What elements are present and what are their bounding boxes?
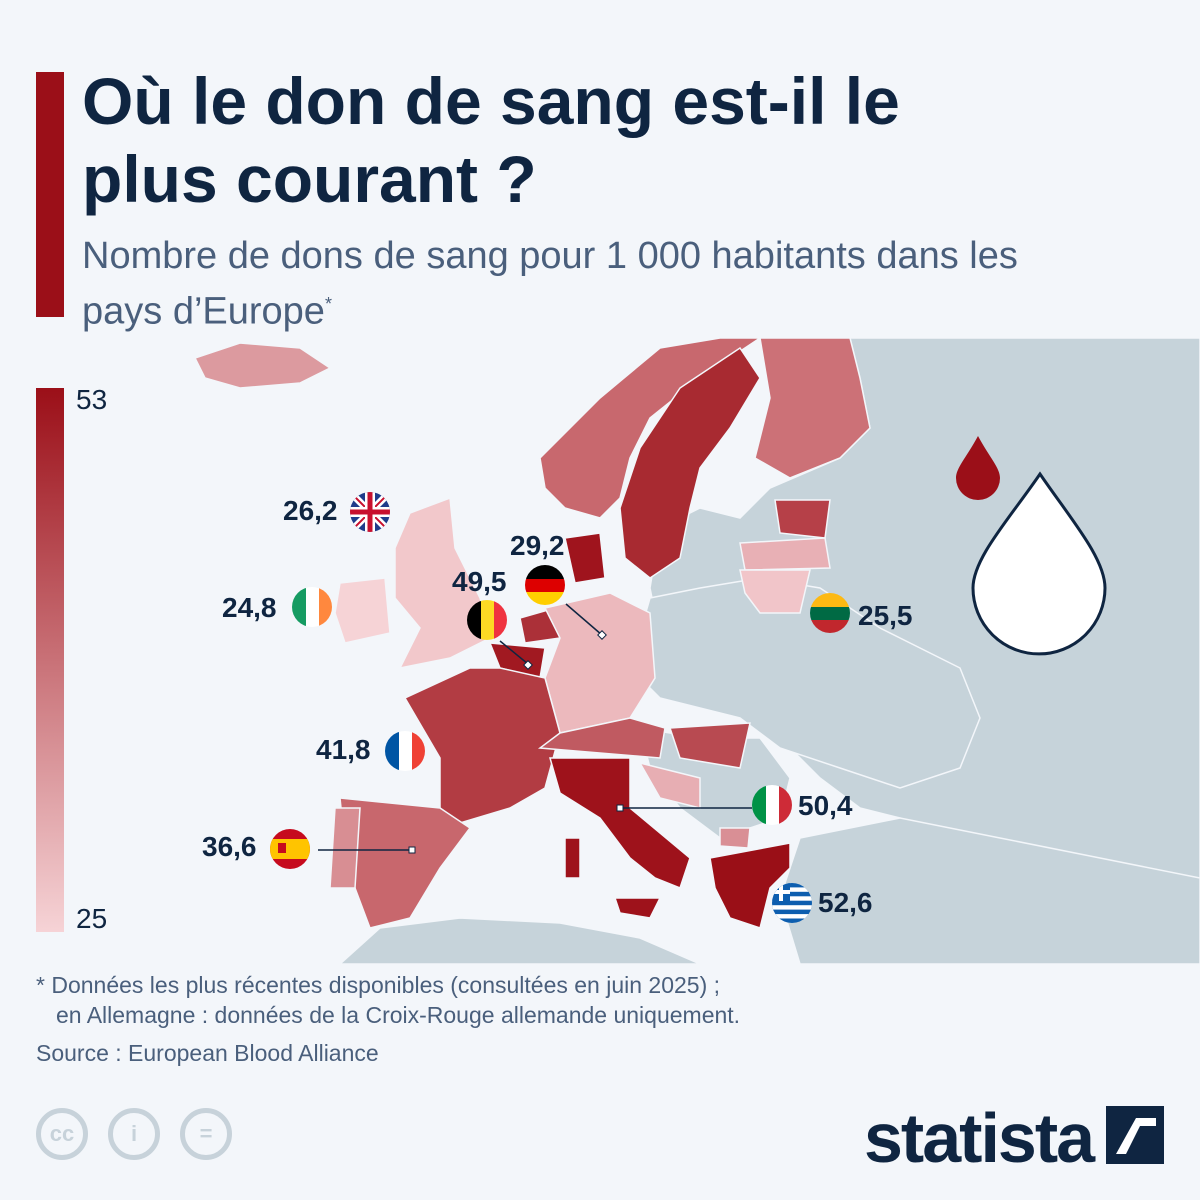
uk	[394, 496, 491, 670]
spain-value: 36,6	[202, 831, 257, 862]
sicily	[613, 897, 662, 919]
source-text: Source : European Blood Alliance	[36, 1040, 379, 1066]
germany-value: 29,2	[510, 530, 565, 561]
germany-leader-line	[565, 603, 603, 636]
austria-switzerland	[537, 717, 666, 759]
greece-flag-icon	[772, 883, 812, 923]
belgium-flag-icon	[467, 600, 507, 640]
estonia	[774, 499, 831, 539]
sardinia	[564, 837, 581, 879]
spain-marker	[408, 846, 416, 854]
lithuania	[739, 569, 811, 614]
belgium-leader-line	[499, 640, 529, 665]
germany-flag-icon	[525, 565, 565, 605]
italy-flag-icon	[752, 785, 792, 825]
statista-logo[interactable]: statista	[864, 1099, 1095, 1177]
statista-logo-mark-icon	[1106, 1106, 1164, 1164]
ireland-value: 24,8	[222, 592, 277, 623]
germany-marker	[597, 630, 607, 640]
italy-marker	[616, 804, 624, 812]
title-accent-bar	[36, 72, 64, 317]
denmark	[564, 532, 606, 584]
iceland	[193, 342, 332, 389]
italy-value: 50,4	[798, 790, 853, 821]
latvia	[739, 537, 831, 571]
spain-flag-icon	[270, 829, 310, 869]
subtitle-text: Nombre de dons de sang pour 1 000 habita…	[82, 235, 1018, 333]
france	[403, 667, 561, 824]
belgium-value: 49,5	[452, 566, 507, 597]
hungary	[668, 722, 751, 769]
italy	[549, 757, 691, 889]
lithuania-flag-icon	[810, 593, 850, 633]
north-africa-region	[338, 917, 701, 964]
subtitle-footnote-mark: *	[324, 294, 332, 314]
legend-min-label: 25	[76, 903, 108, 934]
portugal	[329, 807, 361, 889]
cc-icon[interactable]: cc	[36, 1108, 88, 1160]
color-scale-legend	[36, 388, 64, 932]
blood-drop-small-icon	[956, 436, 1000, 500]
ireland	[334, 577, 391, 644]
footnote-line-1: * Données les plus récentes disponibles …	[36, 972, 721, 998]
subtitle: Nombre de dons de sang pour 1 000 habita…	[82, 232, 1032, 336]
page-title: Où le don de sang est-il le plus courant…	[82, 64, 900, 216]
legend-max-label: 53	[76, 384, 108, 415]
finland	[754, 338, 871, 479]
greece-value: 52,6	[818, 887, 873, 918]
greece	[709, 842, 791, 929]
france-flag-icon	[385, 731, 425, 771]
blood-drop-large-icon	[971, 471, 1107, 656]
europe-map	[193, 338, 1200, 964]
uk-flag-icon	[350, 492, 390, 532]
bulgaria-region	[719, 827, 751, 849]
sweden	[619, 346, 761, 579]
lithuania-value: 25,5	[858, 600, 913, 631]
ireland-flag-icon	[292, 587, 332, 627]
uk-value: 26,2	[283, 495, 338, 526]
france-value: 41,8	[316, 734, 371, 765]
germany	[543, 592, 656, 734]
norway	[539, 338, 762, 519]
belgium-marker	[523, 660, 533, 670]
attribution-icon[interactable]: i	[108, 1108, 160, 1160]
footnote-line-2: en Allemagne : données de la Croix-Rouge…	[56, 1002, 741, 1028]
no-derivatives-icon[interactable]: =	[180, 1108, 232, 1160]
